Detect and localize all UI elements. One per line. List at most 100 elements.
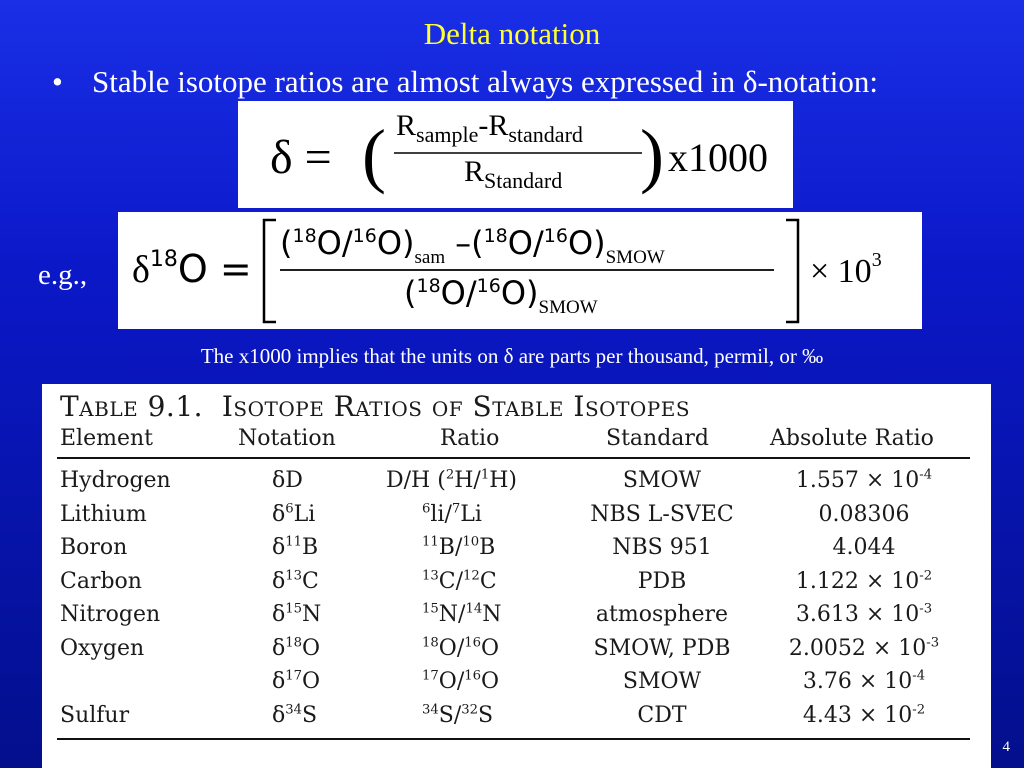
header-notation: Notation [238, 426, 336, 451]
abs-ratio-value: 3.76 × 10 [802, 669, 913, 694]
cell-notation: δ15N [272, 602, 321, 627]
delta-equals: δ = [270, 131, 332, 184]
notation-delta: δ [272, 535, 286, 560]
cell-absolute-ratio: 3.613 × 10-3 [764, 602, 964, 627]
ratio-heavy: C/ [438, 568, 464, 594]
times-ten-cubed: × 103 [810, 249, 882, 290]
slide-title: Delta notation [423, 16, 601, 51]
cell-notation: δD [272, 468, 303, 493]
ratio-mass-heavy: 2 [445, 467, 455, 483]
ratio-mass-heavy: 11 [422, 534, 439, 550]
ratio-mass-heavy: 13 [422, 568, 439, 584]
cell-ratio: 6li/7Li [422, 502, 482, 527]
cell-standard: NBS 951 [612, 535, 712, 560]
notation-mass: 34 [285, 702, 303, 718]
cell-standard: SMOW, PDB [593, 635, 731, 661]
abs-ratio-value: 1.122 × 10 [795, 568, 920, 594]
cell-standard: SMOW [622, 468, 702, 493]
numerator-sample-ratio: (18O/16O)sam –(18O/16O)SMOW [280, 224, 665, 268]
cell-standard: CDT [637, 702, 687, 728]
notation-mass: 18 [285, 635, 303, 651]
cell-ratio: D/H (2H/1H) [386, 468, 517, 493]
abs-ratio-exponent: -4 [912, 668, 926, 684]
ratio-mass-heavy: 34 [422, 702, 439, 718]
notation-element: O [302, 669, 321, 694]
isotope-table: Table 9.1. Isotope Ratios of Stable Isot… [42, 384, 991, 768]
cell-element: Oxygen [60, 635, 145, 661]
cell-notation: δ17O [272, 669, 320, 694]
abs-ratio-value: 4.43 × 10 [802, 702, 913, 728]
ratio-heavy: B/ [438, 535, 463, 560]
numerator-r-sample: Rsample-Rstandard [396, 109, 583, 147]
delta18o-equation-box: δ18O = (18O/16O)sam –(18O/16O)SMOW (18O/1… [118, 212, 922, 329]
abs-ratio-exponent: -2 [919, 568, 933, 584]
multiplier: x1000 [668, 135, 768, 180]
cell-ratio: 15N/14N [422, 602, 501, 627]
ratio-light: S [478, 702, 494, 728]
ratio-light: H) [489, 468, 517, 493]
bullet-marker: • [52, 64, 63, 99]
notation-delta: δD [272, 468, 303, 493]
ratio-light: O [481, 635, 500, 661]
cell-notation: δ13C [272, 569, 319, 594]
abs-ratio-exponent: -3 [926, 635, 940, 651]
notation-element: C [302, 568, 319, 594]
cell-absolute-ratio: 1.122 × 10-2 [764, 569, 964, 594]
ratio-mass-heavy: 17 [422, 668, 439, 684]
notation-element: Li [293, 501, 316, 527]
right-bracket [786, 218, 800, 324]
ratio-prefix: D/H ( [386, 468, 446, 493]
ratio-heavy: N/ [438, 602, 466, 627]
ratio-mass-heavy: 15 [422, 601, 439, 617]
cell-element: Lithium [60, 501, 147, 527]
cell-standard: SMOW [622, 669, 702, 694]
abs-ratio-value: 4.044 [832, 535, 896, 560]
cell-ratio: 17O/16O [422, 669, 499, 694]
notation-mass: 6 [285, 501, 294, 517]
right-paren: ) [640, 115, 664, 195]
header-ratio: Ratio [440, 426, 500, 451]
units-note: The x1000 implies that the units on δ ar… [200, 344, 824, 368]
notation-element: O [302, 635, 321, 661]
cell-absolute-ratio: 3.76 × 10-4 [764, 669, 964, 694]
denominator-smow-ratio: (18O/16O)SMOW [404, 274, 598, 318]
cell-element: Sulfur [60, 702, 130, 728]
table-title: Table 9.1. Isotope Ratios of Stable Isot… [60, 390, 691, 423]
notation-mass: 11 [285, 534, 303, 550]
ratio-mass-light: 10 [462, 534, 480, 550]
ratio-heavy: li/ [430, 501, 452, 527]
cell-notation: δ6Li [272, 502, 315, 527]
notation-delta: δ [272, 635, 286, 661]
page-number: 4 [1002, 739, 1011, 755]
cell-absolute-ratio: 4.044 [764, 535, 964, 560]
notation-element: S [302, 702, 318, 728]
notation-delta: δ [272, 669, 286, 694]
abs-ratio-value: 0.08306 [818, 501, 910, 527]
ratio-heavy: S/ [438, 702, 462, 728]
cell-ratio: 18O/16O [422, 636, 499, 661]
delta-equation: δ = ( Rsample-Rstandard RStandard ) x100… [270, 109, 768, 195]
delta18o-lhs: δ18O = [132, 247, 252, 291]
notation-element: N [302, 602, 322, 627]
cell-ratio: 34S/32S [422, 703, 493, 728]
notation-mass: 17 [285, 668, 303, 684]
ratio-heavy: O/ [438, 635, 465, 661]
ratio-mass-light: 1 [480, 467, 490, 483]
cell-notation: δ11B [272, 535, 318, 560]
cell-notation: δ18O [272, 636, 320, 661]
left-paren: ( [362, 115, 386, 195]
ratio-mass-heavy: 6 [422, 501, 431, 517]
cell-element: Boron [60, 535, 128, 560]
notation-delta: δ [272, 602, 286, 627]
eg-label: e.g., [38, 259, 88, 291]
ratio-mass-light: 7 [451, 501, 461, 517]
cell-element: Hydrogen [60, 468, 171, 493]
ratio-mass-light: 12 [463, 568, 480, 584]
notation-delta: δ [272, 501, 286, 527]
cell-standard: NBS L-SVEC [590, 501, 734, 527]
cell-element: Carbon [60, 568, 142, 594]
ratio-light: C [479, 568, 497, 594]
cell-ratio: 11B/10B [422, 535, 495, 560]
cell-ratio: 13C/12C [422, 569, 497, 594]
delta18o-equation: δ18O = (18O/16O)sam –(18O/16O)SMOW (18O/1… [132, 218, 882, 324]
